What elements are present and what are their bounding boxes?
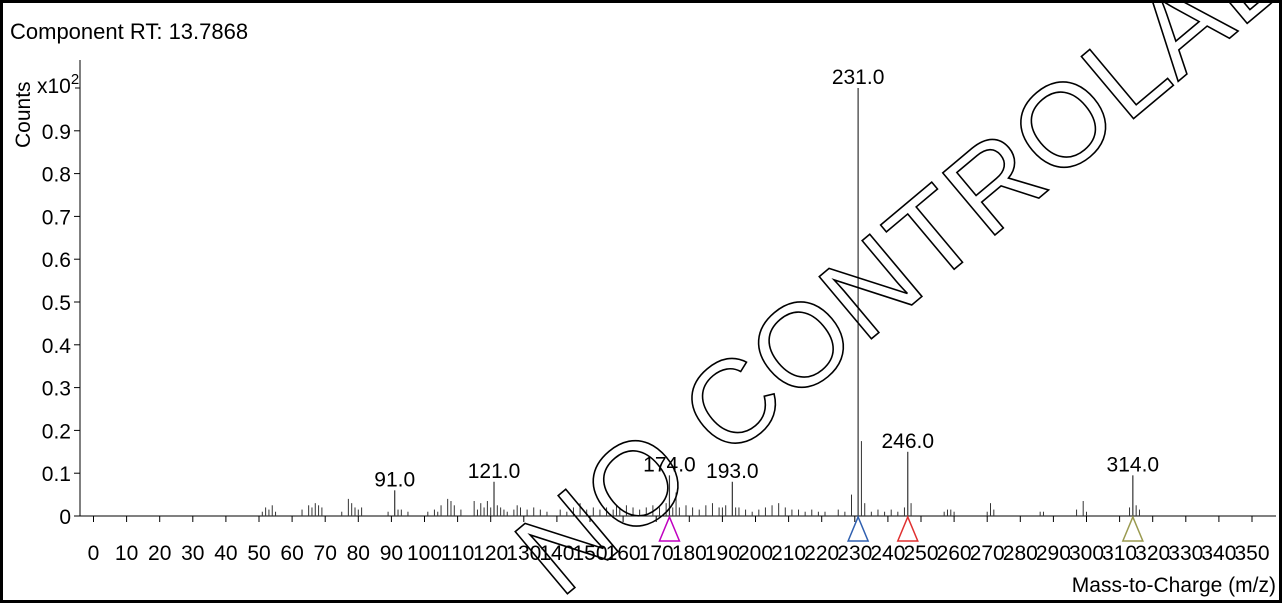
peak-label: 231.0 xyxy=(832,66,885,89)
x-tick-label: 80 xyxy=(347,542,370,565)
x-tick-label: 350 xyxy=(1234,542,1269,565)
y-axis-multiplier-exponent: 2 xyxy=(71,71,79,88)
peak-label: 193.0 xyxy=(706,460,759,483)
x-tick-label: 120 xyxy=(473,542,508,565)
y-axis-multiplier-base: x10 xyxy=(37,75,71,98)
x-tick-label: 220 xyxy=(804,542,839,565)
x-tick-label: 240 xyxy=(870,542,905,565)
precursor-marker-icon xyxy=(896,515,919,542)
precursor-marker-icon xyxy=(1121,515,1144,542)
x-tick-label: 190 xyxy=(705,542,740,565)
y-tick-label: 0 xyxy=(59,506,71,529)
x-tick-label: 160 xyxy=(606,542,641,565)
peak-label: 246.0 xyxy=(881,430,934,453)
x-tick-label: 110 xyxy=(441,542,474,565)
x-tick-label: 290 xyxy=(1036,542,1071,565)
x-tick-label: 270 xyxy=(970,542,1005,565)
y-tick-label: 0.9 xyxy=(42,121,71,144)
x-axis-title: Mass-to-Charge (m/z) xyxy=(1072,574,1276,597)
x-tick-label: 180 xyxy=(672,542,707,565)
y-tick-label: 0.4 xyxy=(42,335,72,358)
x-tick-label: 40 xyxy=(214,542,237,565)
x-tick-label: 50 xyxy=(247,542,270,565)
x-tick-label: 280 xyxy=(1003,542,1038,565)
peak-label: 174.0 xyxy=(643,453,696,476)
y-axis-title: Counts xyxy=(12,81,35,148)
x-tick-label: 0 xyxy=(88,542,100,565)
x-tick-label: 310 xyxy=(1102,542,1137,565)
x-tick-label: 330 xyxy=(1168,542,1203,565)
y-axis-multiplier: x102 xyxy=(37,71,79,98)
x-tick-label: 340 xyxy=(1201,542,1236,565)
x-tick-label: 320 xyxy=(1135,542,1170,565)
peak-label: 314.0 xyxy=(1107,453,1160,476)
x-tick-label: 300 xyxy=(1069,542,1104,565)
x-tick-label: 100 xyxy=(407,542,442,565)
y-tick-label: 0.1 xyxy=(42,463,71,486)
x-tick-label: 140 xyxy=(539,542,574,565)
chart-title: Component RT: 13.7868 xyxy=(10,19,248,44)
x-tick-label: 230 xyxy=(837,542,872,565)
x-tick-label: 260 xyxy=(937,542,972,565)
y-tick-label: 0.6 xyxy=(42,249,71,272)
y-tick-label: 0.8 xyxy=(42,164,71,187)
x-tick-label: 20 xyxy=(148,542,171,565)
x-tick-label: 200 xyxy=(738,542,773,565)
y-tick-label: 0.7 xyxy=(42,206,71,229)
x-tick-label: 150 xyxy=(572,542,607,565)
peak-label: 121.0 xyxy=(468,460,521,483)
x-tick-label: 70 xyxy=(314,542,337,565)
x-tick-label: 130 xyxy=(506,542,541,565)
precursor-marker-icon xyxy=(846,515,870,542)
x-tick-label: 210 xyxy=(771,542,806,565)
x-tick-label: 170 xyxy=(639,542,674,565)
x-tick-label: 30 xyxy=(181,542,204,565)
watermark-text: NO CONTROLADA xyxy=(492,0,1282,603)
y-tick-label: 0.5 xyxy=(42,292,71,315)
precursor-marker-icon xyxy=(658,515,681,542)
x-tick-label: 10 xyxy=(115,542,138,565)
peak-label: 91.0 xyxy=(374,468,415,491)
x-tick-label: 60 xyxy=(280,542,303,565)
y-tick-label: 0.2 xyxy=(42,420,71,443)
y-tick-label: 0.3 xyxy=(42,378,71,401)
plot-area: 0 0.1 0.2 0.3 0.4 0.5 0.6 0.7 0.8 0.9 0 10 20 30 40 50 6… xyxy=(42,60,1276,565)
x-tick-label: 250 xyxy=(903,542,938,565)
x-tick-label: 90 xyxy=(380,542,403,565)
